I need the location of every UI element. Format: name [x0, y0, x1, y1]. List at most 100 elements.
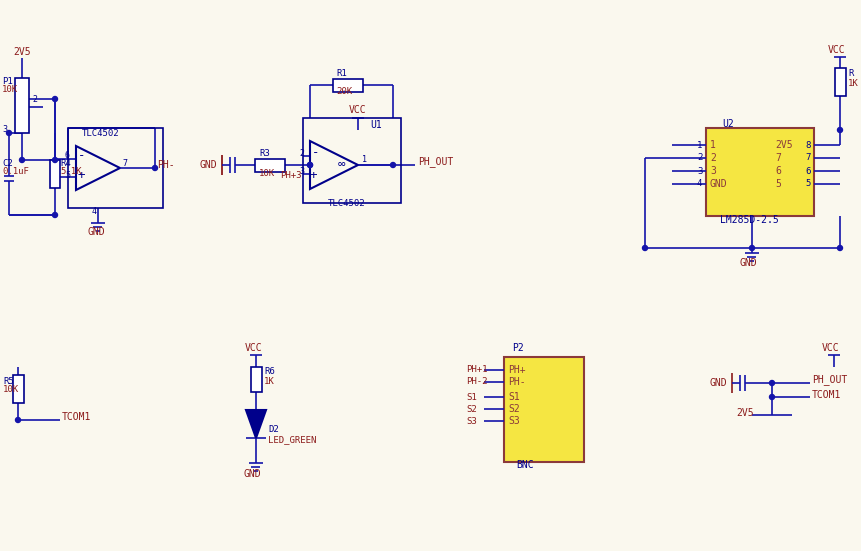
Circle shape [152, 165, 158, 170]
Text: 5: 5 [774, 179, 780, 189]
Text: LM285D-2.5: LM285D-2.5 [719, 215, 777, 225]
Text: VCC: VCC [821, 343, 839, 353]
Text: TCOM1: TCOM1 [811, 390, 840, 400]
Text: 10K: 10K [2, 85, 18, 95]
Text: GND: GND [739, 258, 757, 268]
Text: 1K: 1K [263, 376, 275, 386]
Text: R6: R6 [263, 368, 275, 376]
Circle shape [769, 381, 773, 386]
Text: 20K: 20K [336, 88, 351, 96]
Bar [68, 128, 163, 208]
Circle shape [53, 213, 58, 218]
Text: PH_OUT: PH_OUT [811, 375, 846, 386]
Text: S1: S1 [507, 392, 519, 402]
Polygon shape [245, 410, 266, 438]
Text: 2V5: 2V5 [774, 140, 792, 150]
Text: 2: 2 [32, 95, 37, 104]
Text: -: - [77, 149, 85, 163]
Bar [251, 367, 262, 392]
Bar [834, 68, 845, 96]
Circle shape [307, 163, 313, 168]
Bar [504, 357, 583, 462]
Bar [303, 118, 400, 203]
Text: 7: 7 [804, 154, 809, 163]
Text: 3: 3 [709, 166, 715, 176]
Text: PH-2: PH-2 [466, 377, 487, 386]
Text: 6: 6 [65, 152, 70, 160]
Text: S2: S2 [507, 404, 519, 414]
Text: VCC: VCC [827, 45, 845, 55]
Text: GND: GND [709, 179, 727, 189]
Circle shape [20, 158, 24, 163]
Circle shape [837, 127, 841, 132]
Text: -: - [312, 147, 319, 159]
Circle shape [307, 163, 313, 168]
Text: C2: C2 [2, 159, 13, 168]
Bar [255, 159, 285, 172]
Text: P2: P2 [511, 343, 523, 353]
Text: 3: 3 [697, 166, 702, 176]
Text: S3: S3 [507, 416, 519, 426]
Text: TCOM1: TCOM1 [62, 412, 91, 422]
Text: S2: S2 [466, 404, 476, 413]
Text: U1: U1 [369, 120, 381, 130]
Text: 6: 6 [774, 166, 780, 176]
Text: 2: 2 [709, 153, 715, 163]
Text: +: + [77, 169, 85, 181]
Circle shape [53, 96, 58, 101]
Bar [15, 78, 29, 133]
Text: R: R [847, 69, 852, 78]
Text: 8: 8 [804, 141, 809, 149]
Text: PH-: PH- [157, 160, 175, 170]
Text: 4: 4 [697, 180, 702, 188]
Circle shape [769, 395, 773, 399]
Text: S3: S3 [466, 417, 476, 425]
Text: TLC4502: TLC4502 [328, 198, 365, 208]
Circle shape [53, 158, 58, 163]
Circle shape [748, 246, 753, 251]
Text: U2: U2 [722, 119, 733, 129]
Text: 2: 2 [697, 154, 702, 163]
Text: 1K: 1K [847, 78, 858, 88]
Text: GND: GND [709, 378, 727, 388]
Text: 2V5: 2V5 [735, 408, 753, 418]
Text: 3: 3 [2, 126, 7, 134]
Text: GND: GND [88, 227, 106, 237]
Text: R1: R1 [336, 68, 346, 78]
Circle shape [7, 131, 11, 136]
Text: 10K: 10K [3, 386, 19, 395]
Bar [705, 128, 813, 216]
Text: 6: 6 [804, 166, 809, 176]
Text: TLC4502: TLC4502 [82, 128, 120, 138]
Text: P1: P1 [2, 78, 13, 87]
Text: 1: 1 [709, 140, 715, 150]
Text: PH+1: PH+1 [466, 365, 487, 375]
Text: D2: D2 [268, 425, 278, 435]
Text: GND: GND [244, 469, 262, 479]
Text: PH+: PH+ [507, 365, 525, 375]
Text: BNC: BNC [516, 460, 533, 470]
Circle shape [641, 246, 647, 251]
Text: R4: R4 [60, 159, 71, 168]
Text: 10K: 10K [258, 169, 275, 177]
Bar [332, 79, 362, 92]
Text: PH_OUT: PH_OUT [418, 156, 453, 168]
Text: 5: 5 [804, 180, 809, 188]
Text: 3: 3 [299, 168, 304, 176]
Text: PH-: PH- [507, 377, 525, 387]
Text: +: + [310, 170, 317, 182]
Text: S1: S1 [466, 392, 476, 402]
Circle shape [837, 246, 841, 251]
Circle shape [390, 163, 395, 168]
Text: R3: R3 [258, 149, 269, 158]
Bar [50, 160, 60, 188]
Text: 7: 7 [122, 159, 127, 168]
Bar [13, 375, 24, 403]
Text: LED_GREEN: LED_GREEN [268, 435, 316, 445]
Circle shape [15, 418, 21, 423]
Text: VCC: VCC [349, 105, 366, 115]
Text: 4: 4 [92, 208, 97, 217]
Text: GND: GND [200, 160, 217, 170]
Text: PH+3: PH+3 [280, 171, 301, 181]
Text: 7: 7 [774, 153, 780, 163]
